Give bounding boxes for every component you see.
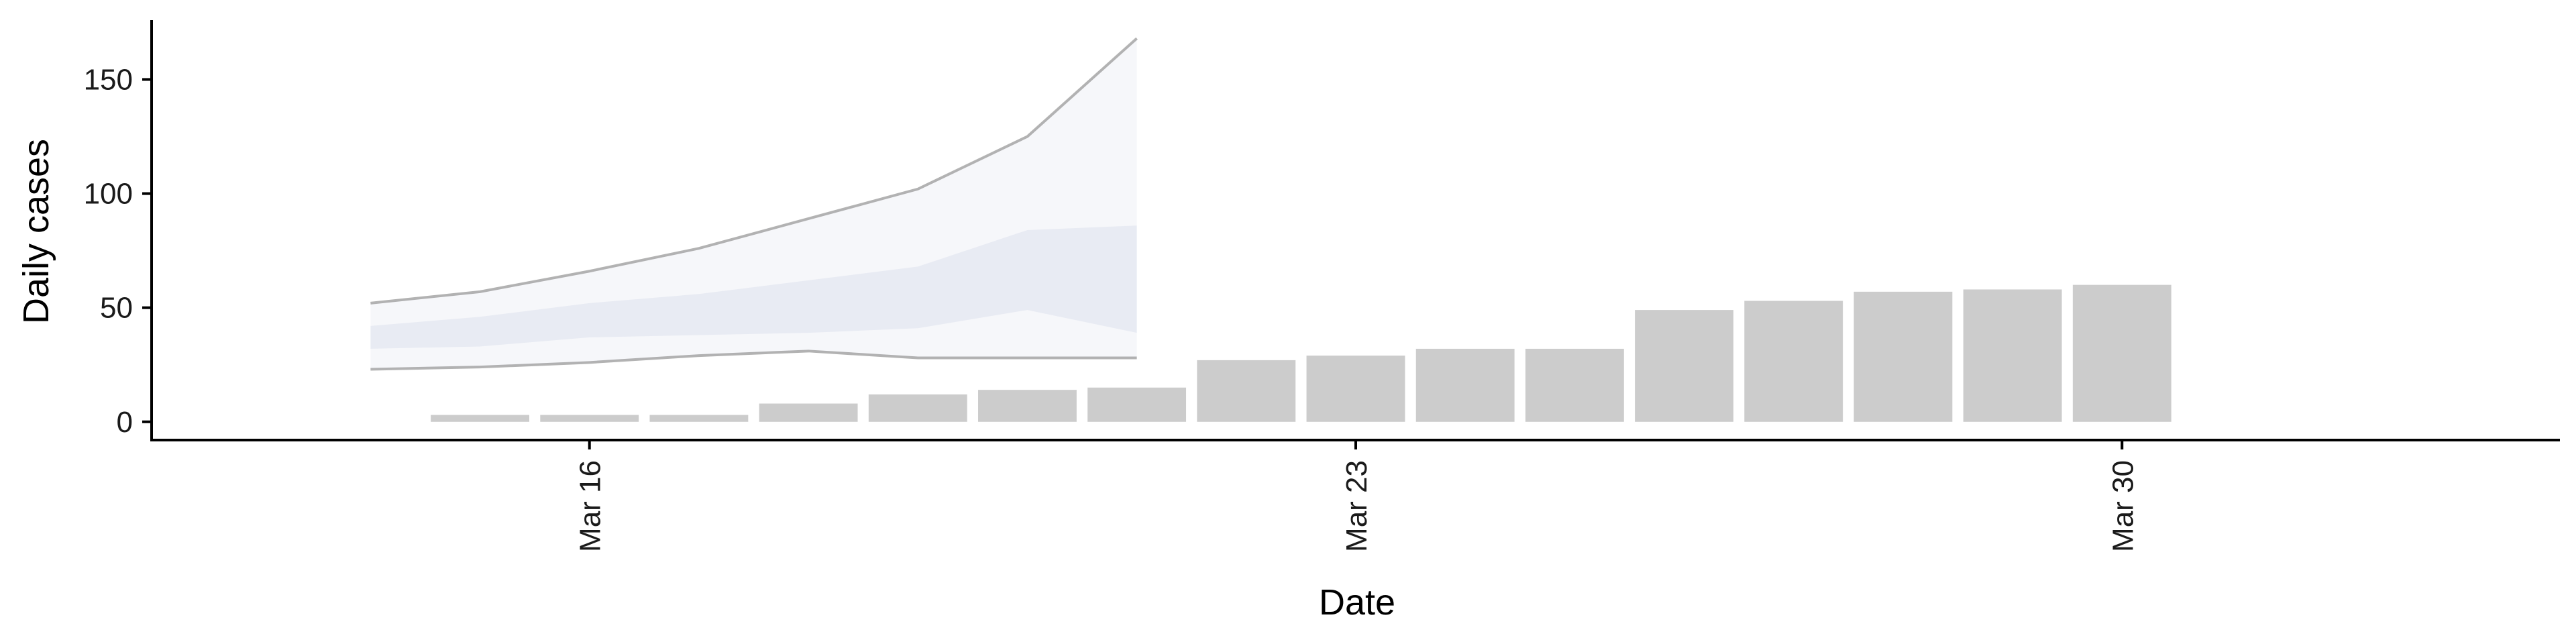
bar: [1197, 360, 1296, 422]
y-tick-label: 150: [84, 63, 133, 96]
bar: [868, 394, 967, 422]
bar: [1963, 289, 2062, 422]
y-tick-label: 100: [84, 178, 133, 211]
bar: [649, 415, 749, 422]
estimate-band: [370, 37, 1138, 371]
x-axis: Mar 16 Mar 23 Mar 30: [150, 439, 2560, 552]
y-axis: 0 50 100 150: [84, 20, 153, 440]
y-tick-label: 50: [100, 292, 133, 325]
y-ticks: 0 50 100 150: [84, 63, 152, 439]
bar: [1744, 301, 1843, 422]
bar: [1854, 291, 1953, 422]
bar: [2072, 284, 2171, 422]
bar: [1415, 348, 1515, 422]
bar: [759, 403, 858, 422]
x-tick-label: Mar 30: [2106, 460, 2139, 552]
bar: [1087, 387, 1187, 422]
band-50-area: [370, 225, 1137, 349]
bar: [1306, 356, 1405, 422]
x-ticks: Mar 16 Mar 23 Mar 30: [574, 440, 2139, 552]
bar: [1525, 348, 1624, 422]
band-upper-line: [370, 37, 1138, 305]
bars: [431, 284, 2171, 422]
x-tick-label: Mar 16: [574, 460, 607, 552]
plot-area: [370, 37, 2171, 422]
x-axis-title: Date: [1319, 582, 1395, 623]
bar: [1635, 310, 1733, 422]
band-lower-line: [370, 350, 1137, 371]
y-axis-title: Daily cases: [16, 139, 56, 324]
bar: [540, 415, 639, 422]
bar: [431, 415, 529, 422]
x-tick-label: Mar 23: [1340, 460, 1373, 552]
y-tick-label: 0: [117, 406, 133, 439]
bar: [978, 390, 1077, 422]
